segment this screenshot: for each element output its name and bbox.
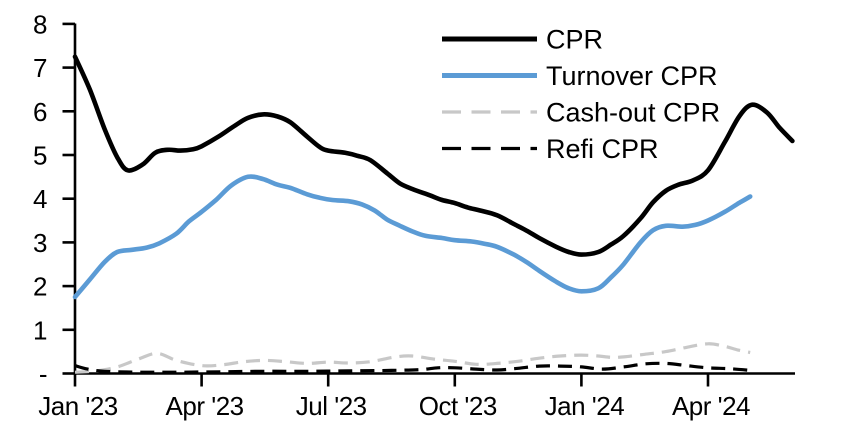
- y-tick-label: -: [39, 359, 47, 389]
- x-tick-label: Jan '24: [545, 391, 625, 421]
- y-tick-label: 4: [33, 184, 47, 214]
- y-tick-label: 8: [33, 9, 47, 39]
- legend-item-turnover-cpr: Turnover CPR: [442, 61, 718, 91]
- legend-label: Turnover CPR: [546, 61, 718, 91]
- y-tick-label: 1: [33, 315, 47, 345]
- y-tick-label: 6: [33, 97, 47, 127]
- legend-item-refi-cpr: Refi CPR: [442, 134, 659, 164]
- legend-label: Refi CPR: [546, 134, 659, 164]
- legend-label: Cash-out CPR: [546, 98, 720, 128]
- x-tick-label: Oct '23: [419, 391, 497, 421]
- y-tick-label: 2: [33, 272, 47, 302]
- cpr-line: [72, 54, 795, 257]
- legend: CPR Turnover CPR Cash-out CPR Refi CPR: [442, 25, 720, 164]
- turnover-cpr-line: [72, 174, 753, 300]
- y-tick-label: 3: [33, 228, 47, 258]
- x-tick-label: Jan '23: [38, 391, 118, 421]
- cashout-cpr-line: [74, 342, 751, 374]
- y-tick-label: 5: [33, 141, 47, 171]
- x-tick-label: Apr '23: [166, 391, 244, 421]
- x-tick-label: Apr '24: [672, 391, 750, 421]
- legend-item-cpr: CPR: [442, 25, 603, 55]
- x-tick-label: Jul '23: [296, 391, 367, 421]
- legend-label: CPR: [546, 25, 603, 55]
- refi-cpr-line: [74, 361, 751, 374]
- legend-item-cashout-cpr: Cash-out CPR: [442, 98, 720, 128]
- y-tick-label: 7: [33, 53, 47, 83]
